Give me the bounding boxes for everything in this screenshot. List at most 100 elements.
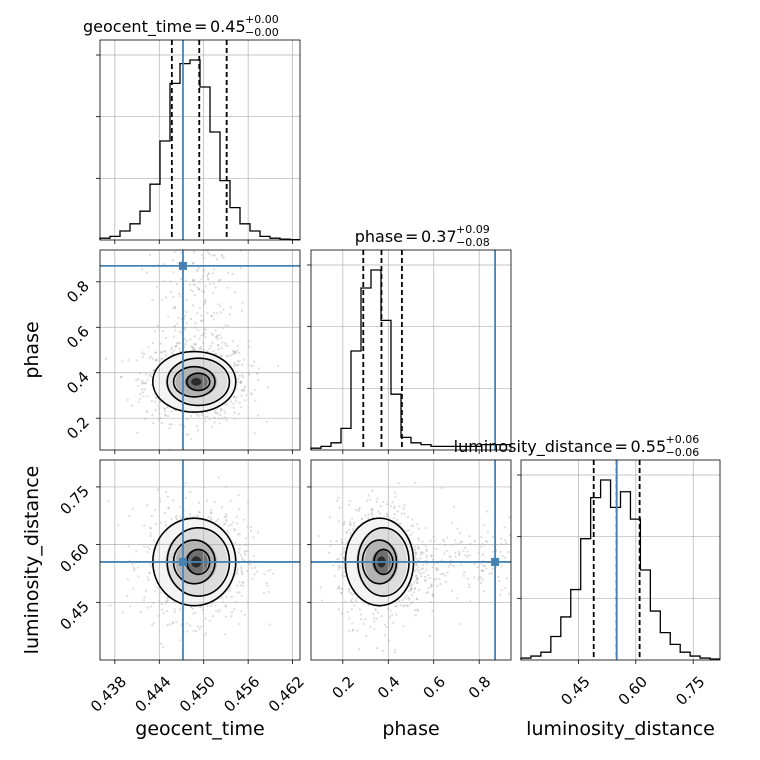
pair-geocent_time-luminosity_distance-sample-point [192,612,195,615]
pair-geocent_time-luminosity_distance-sample-point [194,611,197,614]
pair-phase-luminosity_distance-sample-point [420,551,423,555]
pair-phase-luminosity_distance-sample-point [428,634,431,637]
pair-geocent_time-phase-sample-point [184,279,187,282]
pair-geocent_time-phase-sample-point [248,345,251,348]
pair-geocent_time-luminosity_distance-sample-point [239,584,242,587]
pair-phase-luminosity_distance-sample-point [418,539,421,542]
pair-geocent_time-phase-sample-point [196,270,199,273]
pair-phase-luminosity_distance-sample-point [386,514,389,517]
pair-geocent_time-phase-sample-point [216,412,219,415]
pair-geocent_time-phase-sample-point [237,352,240,355]
pair-geocent_time-luminosity_distance-sample-point [237,533,240,536]
pair-geocent_time-luminosity_distance-sample-point [224,513,227,516]
pair-phase-luminosity_distance-sample-point [416,608,419,611]
pair-phase-luminosity_distance-sample-point [450,564,453,567]
pair-geocent_time-phase-sample-point [172,307,175,310]
pair-geocent_time-phase-sample-point [211,272,214,275]
pair-geocent_time-luminosity_distance-sample-point [204,617,207,620]
pair-geocent_time-phase-sample-point [178,347,181,350]
pair-phase-luminosity_distance-sample-point [440,573,443,576]
pair-phase-luminosity_distance-sample-point [505,542,508,545]
pair-geocent_time-phase-sample-point [171,259,174,262]
pair-geocent_time-phase-sample-point [172,295,175,298]
pair-phase-luminosity_distance-frame [310,459,512,661]
pair-phase-luminosity_distance-sample-point [435,569,439,572]
pair-geocent_time-phase-sample-point [145,271,148,274]
pair-phase-luminosity_distance-sample-point [353,604,356,607]
pair-geocent_time-phase-sample-point [141,387,144,390]
pair-phase-luminosity_distance-sample-point [338,506,341,509]
pair-geocent_time-phase-sample-point [183,338,186,341]
pair-geocent_time-phase-sample-point [203,300,207,303]
pair-geocent_time-phase-sample-point [164,350,167,353]
pair-geocent_time-luminosity_distance-sample-point [154,509,157,512]
pair-geocent_time-phase-sample-point [126,398,129,401]
xtick-label-luminosity_distance-2: 0.75 [672,673,708,709]
pair-phase-luminosity_distance-sample-point [360,517,363,520]
pair-phase-luminosity_distance-sample-point [480,545,483,548]
pair-phase-luminosity_distance-sample-point [452,505,455,508]
pair-geocent_time-luminosity_distance-sample-point [217,610,220,613]
pair-geocent_time-luminosity_distance-sample-point [160,602,163,606]
pair-geocent_time-luminosity_distance-sample-point [179,505,182,508]
pair-phase-luminosity_distance-sample-point [403,604,406,607]
pair-geocent_time-phase-sample-point [233,361,236,364]
pair-phase-luminosity_distance-sample-point [402,625,405,628]
pair-geocent_time-phase-sample-point [192,283,195,286]
pair-geocent_time-phase-sample-point [197,329,200,332]
pair-geocent_time-phase-sample-point [146,395,149,398]
pair-geocent_time-phase-sample-point [170,346,173,349]
pair-geocent_time-phase-sample-point [214,329,217,332]
pair-phase-luminosity_distance-sample-point [419,575,423,578]
pair-geocent_time-luminosity_distance-sample-point [173,608,176,611]
pair-geocent_time-luminosity_distance-frame [99,459,301,661]
diag-phase-title-lower: −0.08 [456,236,490,249]
pair-geocent_time-phase-sample-point [237,363,240,366]
pair-phase-luminosity_distance-sample-point [457,553,461,556]
pair-phase-luminosity_distance-sample-point [473,576,476,579]
pair-phase-luminosity_distance-sample-point [437,568,440,571]
pair-geocent_time-phase-sample-point [207,273,210,276]
pair-geocent_time-phase-sample-point [206,415,209,418]
pair-geocent_time-phase-sample-point [239,380,242,383]
pair-geocent_time-luminosity_distance-sample-point [239,553,242,556]
pair-phase-luminosity_distance-sample-point [504,539,507,542]
pair-phase-luminosity_distance-sample-point [320,599,324,602]
pair-geocent_time-phase-sample-point [201,319,204,322]
pair-geocent_time-phase-sample-point [236,364,239,367]
pair-geocent_time-luminosity_distance-sample-point [175,514,178,517]
pair-geocent_time-phase-sample-point [239,381,242,384]
pair-phase-luminosity_distance-sample-point [410,602,413,605]
pair-phase-luminosity_distance-sample-point [395,613,398,616]
pair-geocent_time-phase-sample-point [173,349,176,352]
xtick-label-geocent_time-2: 0.450 [176,673,219,716]
pair-phase-luminosity_distance-sample-point [413,586,416,590]
pair-phase-luminosity_distance-sample-point [444,574,447,577]
pair-geocent_time-phase-sample-point [155,358,158,361]
pair-phase-luminosity_distance-sample-point [440,559,444,562]
pair-geocent_time-luminosity_distance-sample-point [171,621,174,624]
pair-geocent_time-phase-sample-point [154,359,157,362]
pair-geocent_time-phase-sample-point [210,425,214,428]
pair-geocent_time-phase-sample-point [196,429,200,432]
pair-phase-luminosity_distance-sample-point [411,518,414,521]
xaxis-label-phase: phase [382,718,439,740]
pair-phase-luminosity_distance-sample-point [483,523,486,526]
pair-phase-luminosity_distance-sample-point [466,550,469,553]
pair-phase-luminosity_distance-sample-point [431,584,434,587]
pair-geocent_time-luminosity_distance-sample-point [168,507,171,510]
pair-geocent_time-phase-sample-point [213,254,216,257]
pair-geocent_time-phase-sample-point [167,315,170,318]
pair-phase-luminosity_distance-sample-point [429,585,432,588]
pair-phase-luminosity_distance-sample-point [450,589,453,593]
grid-layer [100,40,720,660]
pair-geocent_time-phase-sample-point [234,291,237,294]
pair-geocent_time-phase-sample-point [237,377,240,380]
pair-geocent_time-phase-sample-point [206,274,209,278]
pair-phase-luminosity_distance-sample-point [353,522,356,525]
pair-geocent_time-phase-sample-point [152,369,155,372]
pair-phase-luminosity_distance-sample-point [328,516,331,519]
pair-geocent_time-luminosity_distance-sample-point [179,515,182,518]
pair-geocent_time-phase-sample-point [165,296,168,299]
pair-geocent_time-phase-sample-point [193,348,196,351]
